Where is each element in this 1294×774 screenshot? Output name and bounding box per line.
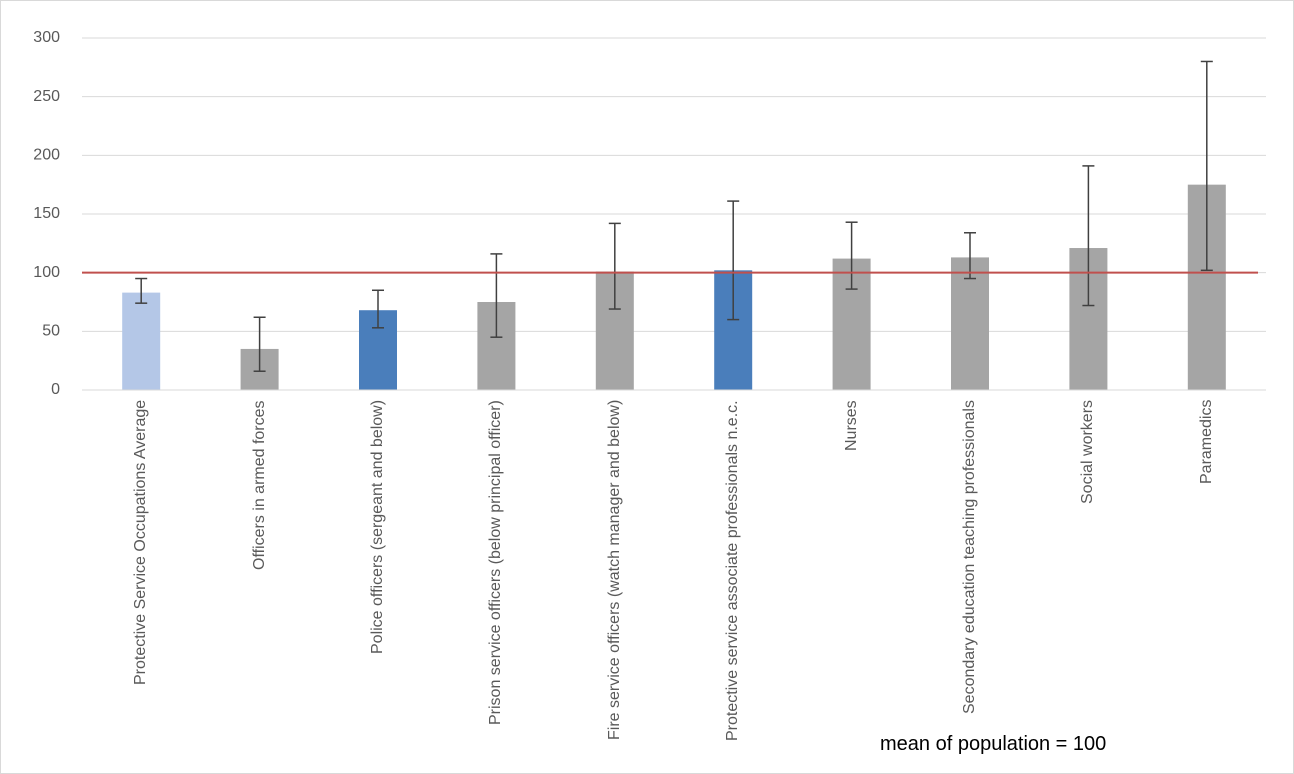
y-tick-label: 200	[33, 147, 60, 164]
x-tick-label: Police officers (sergeant and below)	[369, 400, 386, 655]
x-tick-label: Social workers	[1079, 400, 1097, 505]
y-tick-label: 250	[33, 88, 60, 105]
annotation: mean of population = 100	[880, 733, 1107, 755]
x-tick-label: Officers in armed forces	[250, 400, 268, 570]
x-tick-label: Paramedics	[1197, 400, 1215, 485]
x-tick-label: Fire service officers (watch manager and…	[605, 400, 623, 741]
y-tick-label: 50	[42, 323, 60, 340]
x-tick-label: Nurses	[842, 400, 860, 451]
bar	[122, 292, 161, 390]
bar	[951, 257, 989, 390]
y-tick-label: 150	[33, 205, 60, 222]
y-tick-label: 100	[33, 264, 60, 281]
y-tick-label: 0	[51, 381, 60, 398]
y-tick-label: 300	[33, 29, 60, 46]
x-tick-label: Protective Service Occupations Average	[132, 400, 150, 686]
x-tick-label: Secondary education teaching professiona…	[961, 400, 978, 714]
x-tick-label: Prison service officers (below principal…	[487, 400, 505, 725]
x-tick-label: Protective service associate professiona…	[724, 400, 742, 741]
